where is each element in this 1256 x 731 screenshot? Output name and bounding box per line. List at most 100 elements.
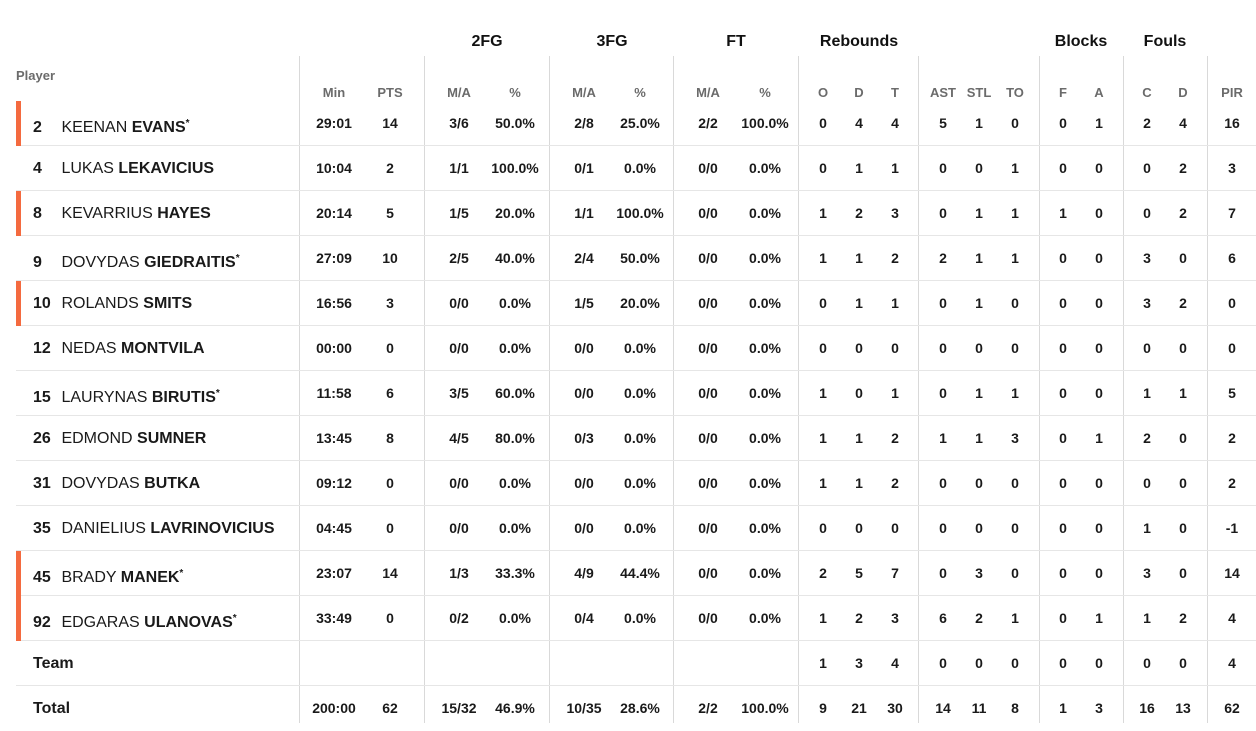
stat-cell: 1 xyxy=(819,205,827,221)
stat-cell: 0 xyxy=(819,160,827,176)
player-name[interactable]: 8 KEVARRIUS HAYES xyxy=(33,191,211,236)
stat-cell: 3/6 xyxy=(449,115,469,131)
stat-cell: 1 xyxy=(819,655,827,671)
stat-cell: 15/32 xyxy=(441,700,477,716)
stat-cell: 1 xyxy=(1059,700,1067,716)
player-row[interactable]: 10 ROLANDS SMITS 16:56 3 0/0 0.0% 1/5 20.0% 0/0… xyxy=(16,281,1256,326)
stat-cell: 0 xyxy=(975,160,983,176)
stat-cell: 40.0% xyxy=(495,250,535,266)
player-last-name: BUTKA xyxy=(144,475,201,492)
stat-cell: 30 xyxy=(887,700,903,716)
stat-cell: 2 xyxy=(1179,295,1187,311)
player-number: 26 xyxy=(33,430,51,447)
stat-cell: 2 xyxy=(891,475,899,491)
stat-cell: 0.0% xyxy=(749,250,781,266)
player-row[interactable]: 31 DOVYDAS BUTKA 09:12 0 0/0 0.0% 0/0 0.0% 0/0 0… xyxy=(16,461,1256,506)
group-header-blk: Blocks xyxy=(1054,33,1108,50)
stat-cell: 0 xyxy=(1143,160,1151,176)
column-divider xyxy=(299,56,300,723)
player-name[interactable]: 31 DOVYDAS BUTKA xyxy=(33,461,200,506)
stat-cell: 100.0% xyxy=(491,160,539,176)
stat-cell: 0.0% xyxy=(749,385,781,401)
player-first-name: DOVYDAS xyxy=(61,475,140,492)
stat-cell: 13 xyxy=(1175,700,1191,716)
stat-cell: 0 xyxy=(1059,385,1067,401)
player-row[interactable]: 26 EDMOND SUMNER 13:45 8 4/5 80.0% 0/3 0.0% 0/0… xyxy=(16,416,1256,461)
stat-cell: 3 xyxy=(891,205,899,221)
player-name[interactable]: 2 KEENAN EVANS* xyxy=(33,101,190,146)
player-row[interactable]: 9 DOVYDAS GIEDRAITIS* 27:09 10 2/5 40.0% 2/4 5… xyxy=(16,236,1256,281)
player-row[interactable]: 4 LUKAS LEKAVICIUS 10:04 2 1/1 100.0% 0/1 0.0%… xyxy=(16,146,1256,191)
player-first-name: LUKAS xyxy=(61,160,114,177)
column-divider xyxy=(918,56,919,723)
player-row[interactable]: 35 DANIELIUS LAVRINOVICIUS 04:45 0 0/0 0.0% 0… xyxy=(16,506,1256,551)
stat-cell: 28.6% xyxy=(620,700,660,716)
player-name[interactable]: 9 DOVYDAS GIEDRAITIS* xyxy=(33,236,240,281)
player-name[interactable]: 45 BRADY MANEK* xyxy=(33,551,183,596)
player-row[interactable]: 12 NEDAS MONTVILA 00:00 0 0/0 0.0% 0/0 0.0% 0/0… xyxy=(16,326,1256,371)
stat-cell: 4 xyxy=(1228,610,1236,626)
stat-cell: 16 xyxy=(1139,700,1155,716)
stat-cell: 0/0 xyxy=(698,565,718,581)
stat-cell: 20.0% xyxy=(620,295,660,311)
starter-asterisk: * xyxy=(185,118,190,129)
stat-cell: 2/5 xyxy=(449,250,469,266)
player-row[interactable]: 2 KEENAN EVANS* 29:01 14 3/6 50.0% 2/8 25.0% 2/… xyxy=(16,101,1256,146)
player-first-name: LAURYNAS xyxy=(61,389,148,406)
stat-cell: 0 xyxy=(1095,520,1103,536)
starter-asterisk: * xyxy=(235,253,240,264)
stat-cell: 14 xyxy=(935,700,951,716)
stat-cell: 5 xyxy=(939,115,947,131)
stat-cell: 1/3 xyxy=(449,565,469,581)
stat-cell: 1 xyxy=(975,430,983,446)
group-header-ft: FT xyxy=(726,33,746,50)
player-first-name: KEENAN xyxy=(61,119,128,136)
player-name[interactable]: 4 LUKAS LEKAVICIUS xyxy=(33,146,214,191)
total-row: Total 200:00 62 15/32 46.9% 10/35 28.6% 2/2 100.… xyxy=(16,686,1256,731)
stat-cell: 0.0% xyxy=(624,475,656,491)
player-name[interactable]: 92 EDGARAS ULANOVAS* xyxy=(33,596,237,641)
stat-cell: 2 xyxy=(939,250,947,266)
stat-cell: 1 xyxy=(1143,610,1151,626)
stat-cell: 29:01 xyxy=(316,115,352,131)
stat-cell: 0.0% xyxy=(624,385,656,401)
player-name[interactable]: 15 LAURYNAS BIRUTIS* xyxy=(33,371,220,416)
player-row[interactable]: 15 LAURYNAS BIRUTIS* 11:58 6 3/5 60.0% 0/0 0.0… xyxy=(16,371,1256,416)
player-row[interactable]: 92 EDGARAS ULANOVAS* 33:49 0 0/2 0.0% 0/4 0.0%… xyxy=(16,596,1256,641)
stat-cell: 1 xyxy=(855,430,863,446)
stat-cell: 5 xyxy=(386,205,394,221)
stat-cell: 0 xyxy=(975,340,983,356)
stat-cell: 1/1 xyxy=(574,205,594,221)
stat-cell: 0 xyxy=(1228,340,1236,356)
stat-cell: 0 xyxy=(975,475,983,491)
player-last-name: BIRUTIS xyxy=(151,389,216,406)
stat-cell: 0 xyxy=(1059,655,1067,671)
player-name[interactable]: 35 DANIELIUS LAVRINOVICIUS xyxy=(33,506,275,551)
player-first-name: BRADY xyxy=(61,569,117,586)
stat-cell: 0 xyxy=(1228,295,1236,311)
column-header: AST xyxy=(930,85,956,100)
stat-cell: 0/2 xyxy=(449,610,469,626)
stat-cell: 0 xyxy=(1059,610,1067,626)
player-name[interactable]: 12 NEDAS MONTVILA xyxy=(33,326,205,371)
player-first-name: NEDAS xyxy=(61,340,117,357)
stat-cell: 0 xyxy=(939,340,947,356)
player-name[interactable]: 10 ROLANDS SMITS xyxy=(33,281,192,326)
player-number: 31 xyxy=(33,475,51,492)
stat-cell: 1 xyxy=(855,160,863,176)
player-row[interactable]: 8 KEVARRIUS HAYES 20:14 5 1/5 20.0% 1/1 100.0%… xyxy=(16,191,1256,236)
stat-cell: 16 xyxy=(1224,115,1240,131)
stat-cell: 0 xyxy=(819,340,827,356)
column-divider xyxy=(798,56,799,723)
stat-cell: 0 xyxy=(1059,250,1067,266)
stat-cell: 14 xyxy=(382,565,398,581)
stat-cell: 0 xyxy=(1179,340,1187,356)
player-name[interactable]: 26 EDMOND SUMNER xyxy=(33,416,206,461)
stat-cell: 2/2 xyxy=(698,700,718,716)
stat-cell: 0 xyxy=(939,295,947,311)
column-header: % xyxy=(509,85,521,100)
stat-cell: 4 xyxy=(1179,115,1187,131)
stat-cell: 8 xyxy=(1011,700,1019,716)
player-row[interactable]: 45 BRADY MANEK* 23:07 14 1/3 33.3% 4/9 44.4% 0/… xyxy=(16,551,1256,596)
stat-cell: 0 xyxy=(1095,250,1103,266)
